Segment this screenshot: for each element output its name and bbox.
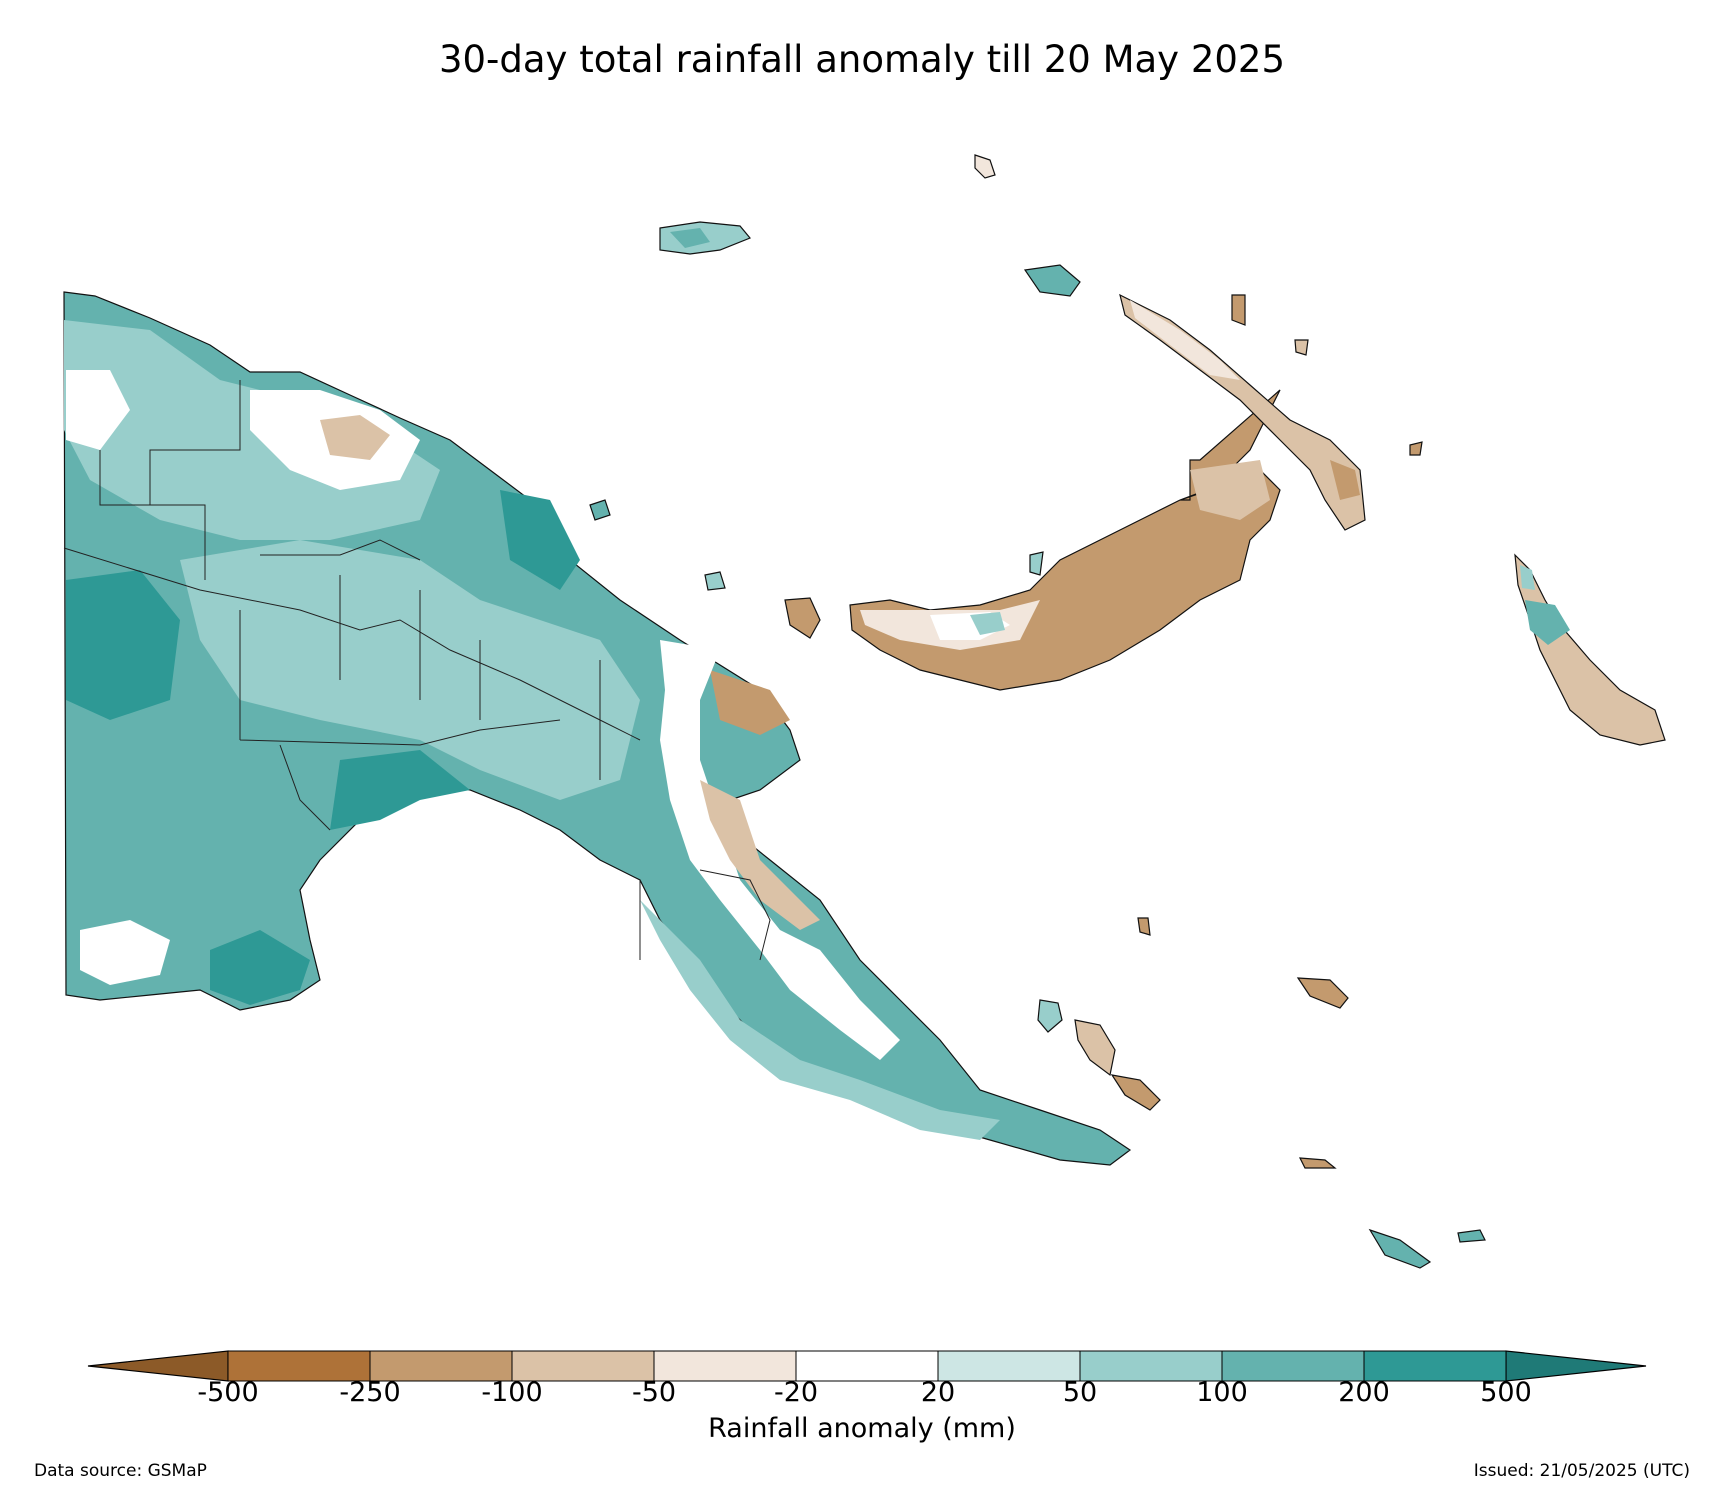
manus (659, 221, 751, 255)
southeast-dark-patch (210, 930, 310, 1005)
new-hanover (1023, 264, 1081, 297)
map-title: 30-day total rainfall anomaly till 20 Ma… (438, 38, 1286, 81)
colorbar-segment (511, 1350, 655, 1382)
colorbar-tick-label: 100 (1196, 1377, 1248, 1408)
colorbar (87, 1350, 1647, 1382)
west-white-patch (66, 370, 130, 450)
colorbar-tick-label: -250 (339, 1377, 401, 1408)
colorbar-tick-label: 20 (920, 1377, 956, 1408)
colorbar-tick-label: -500 (197, 1377, 259, 1408)
south-dark-patch (330, 750, 470, 830)
bougainville (1514, 553, 1666, 746)
colorbar-tick-label: 50 (1062, 1377, 1098, 1408)
colorbar-segment (653, 1350, 797, 1382)
southeast-coast-patch (640, 900, 1000, 1140)
colorbar-tick-label: -50 (631, 1377, 677, 1408)
milne-bay-islands (1037, 917, 1486, 1269)
issued-date-note: Issued: 21/05/2025 (UTC) (1473, 1461, 1690, 1481)
colorbar-segment (795, 1350, 939, 1382)
colorbar-tick-label: 200 (1338, 1377, 1390, 1408)
colorbar-segment (369, 1350, 513, 1382)
west-dark-patch (66, 570, 180, 720)
colorbar-label: Rainfall anomaly (mm) (708, 1413, 1016, 1444)
southwest-white-patch (80, 920, 170, 985)
data-source-note: Data source: GSMaP (34, 1461, 207, 1481)
rainfall-anomaly-map (63, 154, 1666, 1269)
new-ireland (1119, 293, 1366, 531)
colorbar-segment (1363, 1350, 1507, 1382)
northeast-dark-patch (500, 490, 580, 590)
east-white-patch (660, 640, 900, 1060)
colorbar-tick-label: -100 (481, 1377, 543, 1408)
colorbar-segment (227, 1350, 371, 1382)
small-islands (589, 154, 1423, 639)
colorbar-segment (937, 1350, 1081, 1382)
east-tan-strip (700, 780, 820, 930)
new-britain (849, 389, 1281, 691)
highlands-patch (180, 540, 640, 800)
province-borders (63, 380, 771, 961)
colorbar-tick-label: -20 (773, 1377, 819, 1408)
colorbar-tick-label: 500 (1480, 1377, 1532, 1408)
east-tan-patch (710, 670, 790, 735)
mainland (63, 291, 1132, 1166)
north-tan-patch (320, 415, 390, 460)
colorbar-segments (87, 1350, 1647, 1382)
